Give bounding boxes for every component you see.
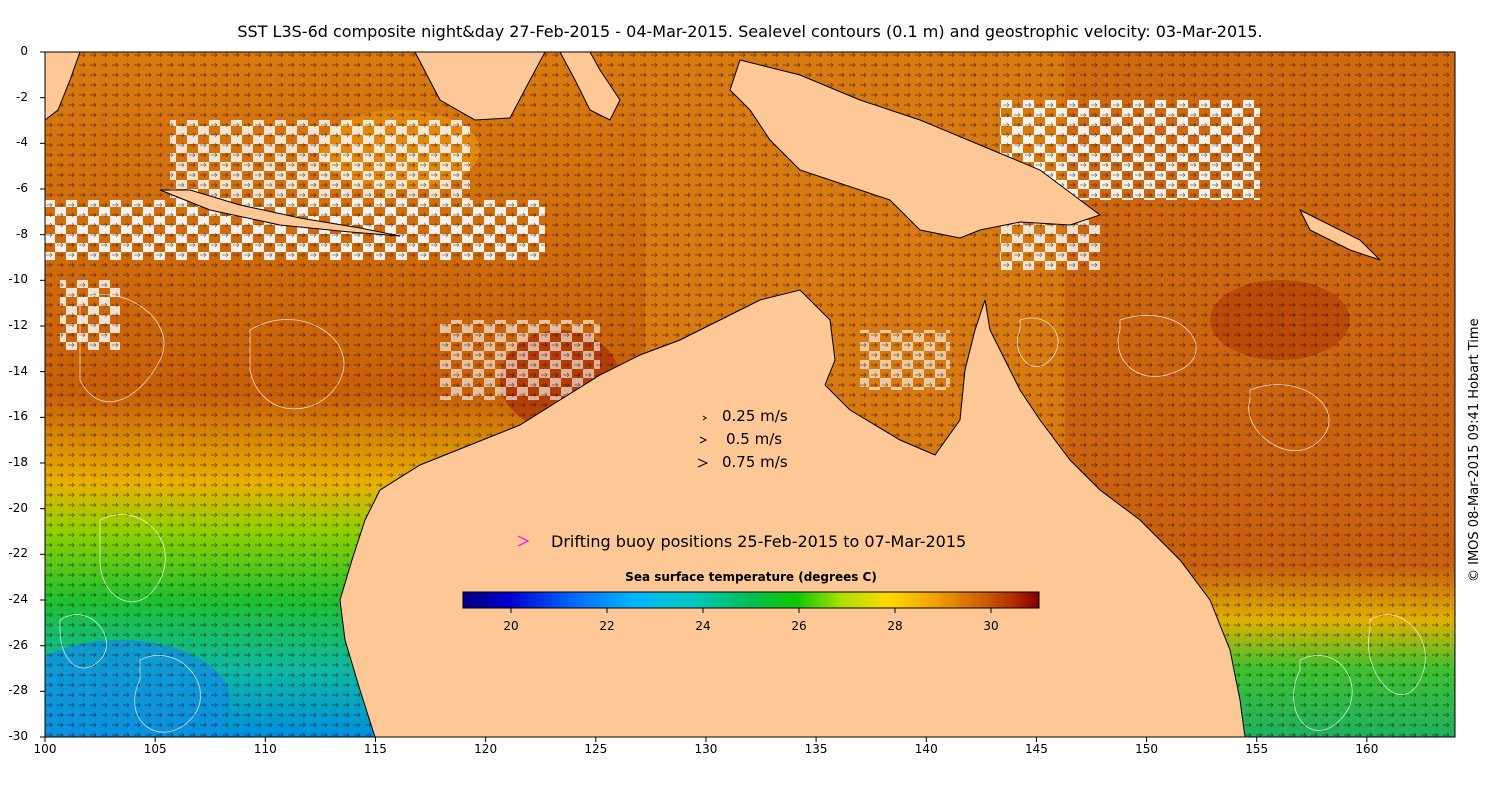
- x-tick-label: 155: [1245, 742, 1269, 756]
- x-tick-label: 140: [914, 742, 938, 756]
- x-tick-label: 120: [474, 742, 498, 756]
- colorbar-tick-label: 30: [983, 619, 999, 633]
- y-tick-label: -4: [16, 135, 28, 150]
- x-tick-label: 105: [143, 742, 167, 756]
- y-tick-label: -22: [8, 546, 28, 561]
- map-title: SST L3S-6d composite night&day 27-Feb-20…: [237, 22, 1263, 41]
- credit-text: © IMOS 08-Mar-2015 09:41 Hobart Time: [1467, 318, 1482, 582]
- x-tick-label: 150: [1135, 742, 1159, 756]
- sst-field: [45, 52, 1455, 737]
- x-tick-label: 125: [584, 742, 608, 756]
- y-tick-label: -10: [8, 272, 28, 287]
- x-tick-label: 130: [694, 742, 718, 756]
- colorbar-tick-label: 20: [503, 619, 519, 633]
- buoy-legend-symbol: [517, 535, 530, 547]
- colorbar-tick-label: 26: [791, 619, 807, 633]
- y-tick-label: -2: [16, 89, 28, 104]
- colorbar-title: Sea surface temperature (degrees C): [625, 570, 877, 584]
- velocity-legend-label: 0.75 m/s: [722, 453, 788, 471]
- x-tick-label: 145: [1024, 742, 1048, 756]
- y-tick-label: -16: [8, 409, 28, 424]
- y-tick-label: -20: [8, 500, 28, 515]
- colorbar: [462, 591, 1040, 609]
- colorbar-tick-label: 28: [887, 619, 903, 633]
- y-tick-label: -28: [8, 683, 28, 698]
- x-tick-label: 110: [253, 742, 277, 756]
- y-tick-label: -18: [8, 455, 28, 469]
- y-tick-label: -8: [16, 226, 28, 241]
- y-tick-label: -12: [8, 318, 28, 332]
- y-tick-label: -14: [8, 363, 28, 378]
- y-tick-label: -30: [8, 729, 28, 743]
- y-tick-label: -6: [16, 181, 28, 195]
- y-tick-label: -26: [8, 637, 28, 652]
- colorbar-tick-label: 24: [695, 619, 711, 633]
- buoy-legend-label: Drifting buoy positions 25-Feb-2015 to 0…: [551, 532, 967, 551]
- x-tick-label: 115: [364, 742, 387, 756]
- y-tick-label: 0: [20, 44, 28, 58]
- velocity-legend-label: 0.5 m/s: [726, 430, 783, 448]
- x-tick-label: 135: [804, 742, 828, 756]
- velocity-legend-label: 0.25 m/s: [722, 407, 788, 425]
- velocity-legend-arrows: [697, 415, 709, 468]
- colorbar-tick-label: 22: [599, 619, 615, 633]
- y-tick-label: -24: [8, 592, 28, 606]
- x-tick-label: 100: [33, 742, 57, 756]
- x-tick-label: 160: [1355, 742, 1379, 756]
